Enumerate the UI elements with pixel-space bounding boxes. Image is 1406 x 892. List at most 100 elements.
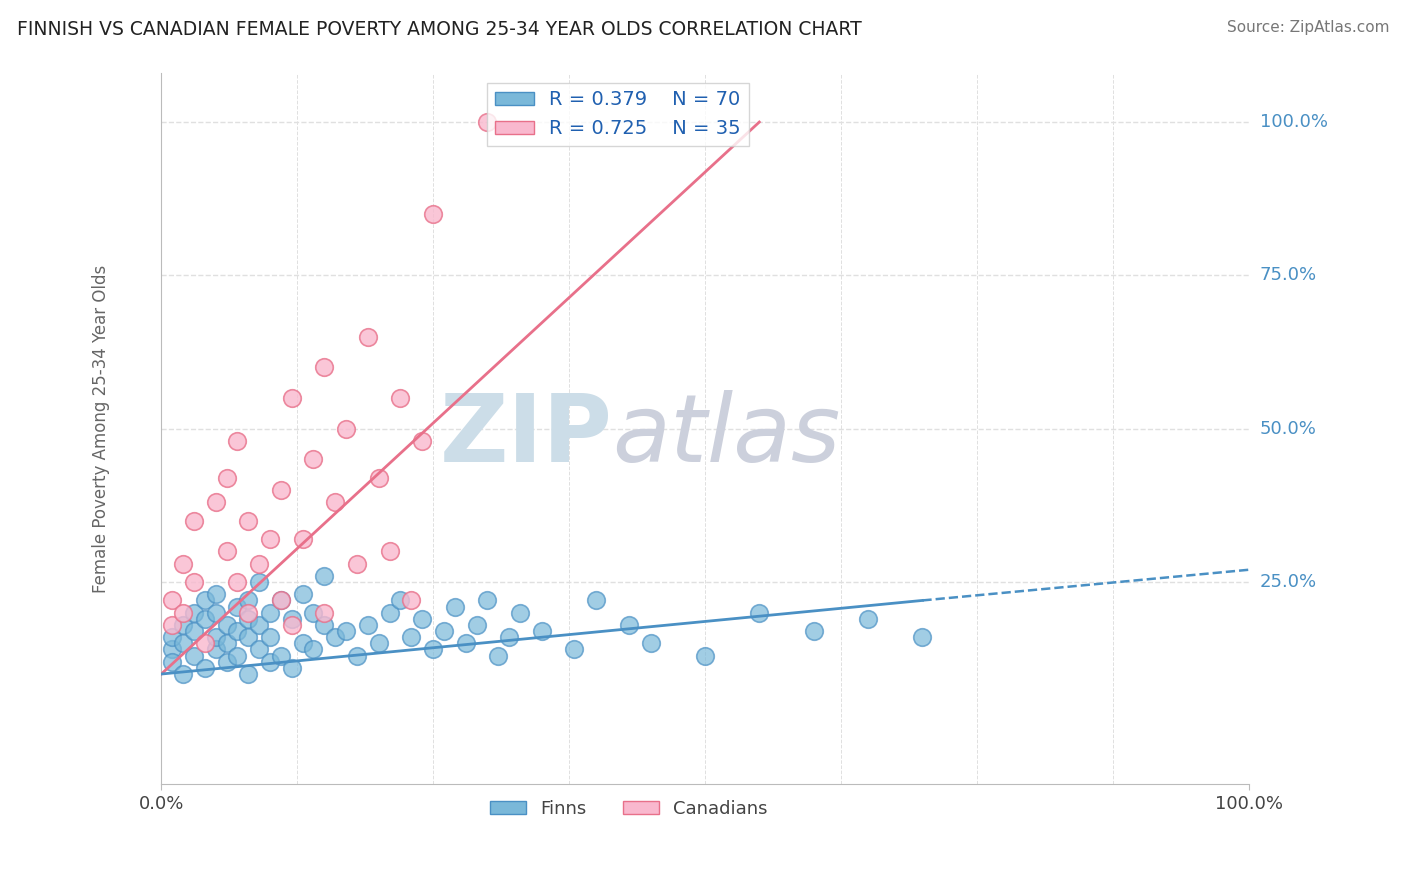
Point	[856, 612, 879, 626]
Point	[247, 642, 270, 657]
Point	[194, 593, 217, 607]
Point	[215, 618, 238, 632]
Point	[259, 630, 281, 644]
Point	[270, 483, 292, 497]
Text: atlas: atlas	[613, 391, 841, 482]
Text: Source: ZipAtlas.com: Source: ZipAtlas.com	[1226, 20, 1389, 35]
Point	[477, 115, 499, 129]
Text: ZIP: ZIP	[440, 390, 613, 482]
Point	[477, 593, 499, 607]
Point	[238, 593, 260, 607]
Point	[215, 655, 238, 669]
Point	[238, 606, 260, 620]
Point	[302, 452, 325, 467]
Point	[509, 606, 531, 620]
Point	[357, 329, 380, 343]
Point	[486, 648, 509, 663]
Point	[530, 624, 553, 639]
Text: 75.0%: 75.0%	[1260, 267, 1317, 285]
Point	[183, 624, 205, 639]
Point	[172, 606, 194, 620]
Point	[204, 642, 226, 657]
Point	[160, 618, 183, 632]
Point	[215, 471, 238, 485]
Point	[693, 648, 716, 663]
Point	[172, 636, 194, 650]
Text: 50.0%: 50.0%	[1260, 420, 1316, 438]
Point	[314, 360, 336, 375]
Point	[183, 514, 205, 528]
Point	[302, 642, 325, 657]
Point	[280, 391, 302, 405]
Point	[454, 636, 477, 650]
Point	[226, 648, 249, 663]
Point	[401, 593, 423, 607]
Point	[204, 606, 226, 620]
Legend: Finns, Canadians: Finns, Canadians	[482, 793, 775, 825]
Point	[172, 618, 194, 632]
Point	[172, 667, 194, 681]
Point	[323, 495, 346, 509]
Point	[314, 569, 336, 583]
Point	[215, 636, 238, 650]
Point	[357, 618, 380, 632]
Point	[194, 661, 217, 675]
Point	[411, 434, 433, 448]
Point	[280, 661, 302, 675]
Point	[160, 630, 183, 644]
Point	[247, 575, 270, 590]
Point	[280, 612, 302, 626]
Point	[389, 593, 412, 607]
Point	[204, 587, 226, 601]
Point	[226, 624, 249, 639]
Point	[433, 624, 456, 639]
Point	[280, 618, 302, 632]
Point	[247, 618, 270, 632]
Point	[247, 557, 270, 571]
Point	[259, 655, 281, 669]
Point	[270, 593, 292, 607]
Point	[911, 630, 934, 644]
Point	[259, 606, 281, 620]
Text: FINNISH VS CANADIAN FEMALE POVERTY AMONG 25-34 YEAR OLDS CORRELATION CHART: FINNISH VS CANADIAN FEMALE POVERTY AMONG…	[17, 20, 862, 38]
Point	[226, 575, 249, 590]
Point	[401, 630, 423, 644]
Point	[498, 630, 520, 644]
Point	[346, 557, 368, 571]
Point	[259, 532, 281, 546]
Point	[346, 648, 368, 663]
Point	[367, 471, 389, 485]
Point	[238, 514, 260, 528]
Point	[270, 593, 292, 607]
Point	[183, 575, 205, 590]
Point	[270, 648, 292, 663]
Point	[748, 606, 770, 620]
Point	[335, 624, 357, 639]
Point	[238, 612, 260, 626]
Point	[640, 636, 662, 650]
Point	[323, 630, 346, 644]
Point	[465, 618, 488, 632]
Point	[204, 630, 226, 644]
Point	[226, 434, 249, 448]
Point	[183, 648, 205, 663]
Point	[803, 624, 825, 639]
Point	[389, 391, 412, 405]
Point	[378, 544, 401, 558]
Point	[183, 606, 205, 620]
Point	[378, 606, 401, 620]
Point	[302, 606, 325, 620]
Point	[335, 422, 357, 436]
Point	[422, 642, 444, 657]
Point	[314, 618, 336, 632]
Point	[444, 599, 467, 614]
Point	[411, 612, 433, 626]
Point	[291, 587, 314, 601]
Point	[160, 593, 183, 607]
Point	[172, 557, 194, 571]
Point	[314, 606, 336, 620]
Point	[194, 612, 217, 626]
Text: 25.0%: 25.0%	[1260, 573, 1317, 591]
Point	[194, 636, 217, 650]
Point	[226, 599, 249, 614]
